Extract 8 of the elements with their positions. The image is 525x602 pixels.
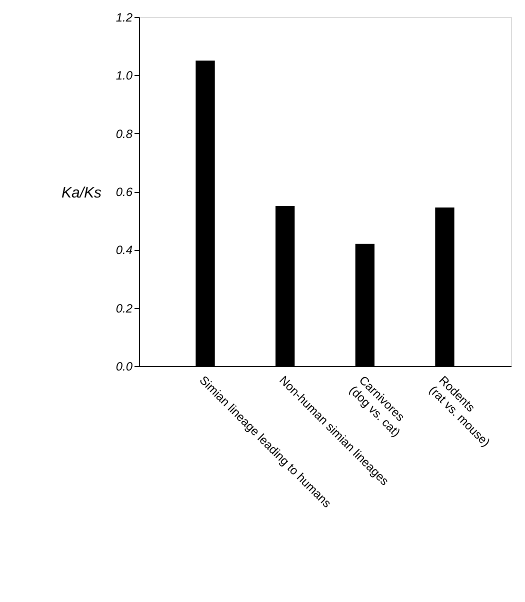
y-tick-label: 0.4 <box>116 243 133 258</box>
y-tick-label: 0.8 <box>116 126 133 141</box>
y-tick-label: 0.2 <box>116 301 133 316</box>
y-tick-label: 1.2 <box>116 10 133 24</box>
y-tick-label: 1.0 <box>116 68 133 83</box>
y-tick-label: 0.0 <box>116 360 133 374</box>
y-tick-label: 0.6 <box>116 185 133 199</box>
y-axis-title: Ka/Ks <box>61 184 102 202</box>
